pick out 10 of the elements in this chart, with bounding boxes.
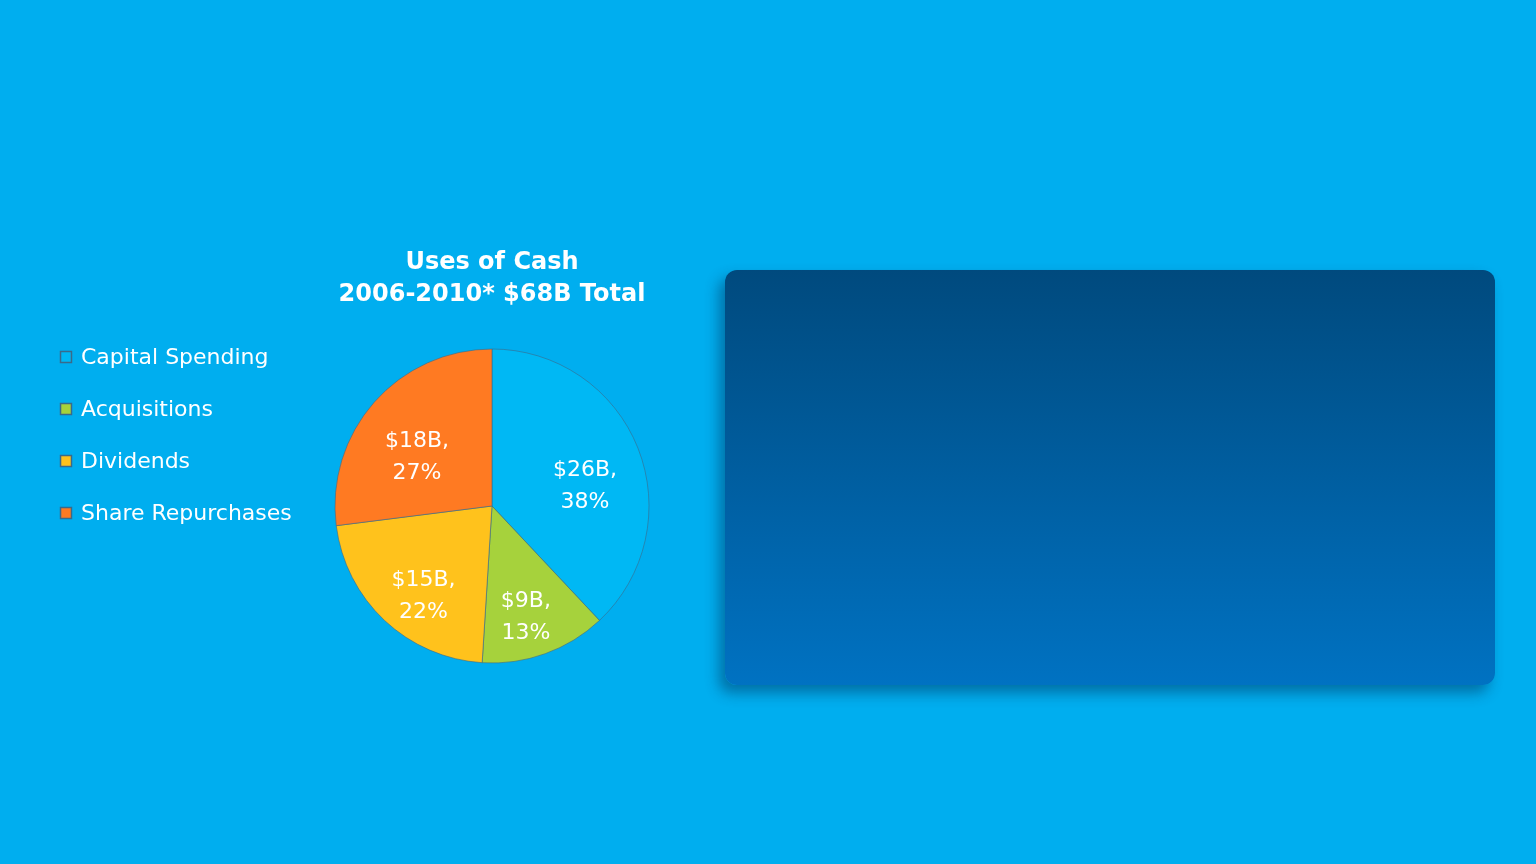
legend-label: Acquisitions <box>81 396 213 421</box>
chart-subtitle: 2006-2010* $68B Total <box>338 279 646 307</box>
data-label: $18B, 27% <box>384 426 450 484</box>
legend-label: Capital Spending <box>81 344 269 369</box>
data-label: $9B, 13% <box>500 587 551 645</box>
data-label: $26B, 38% <box>552 456 618 514</box>
chart-title: Uses of Cash <box>405 247 579 275</box>
data-label: $15B, 22% <box>391 565 456 623</box>
legend-label: Share Repurchases <box>81 500 292 525</box>
legend-label: Dividends <box>81 448 191 473</box>
